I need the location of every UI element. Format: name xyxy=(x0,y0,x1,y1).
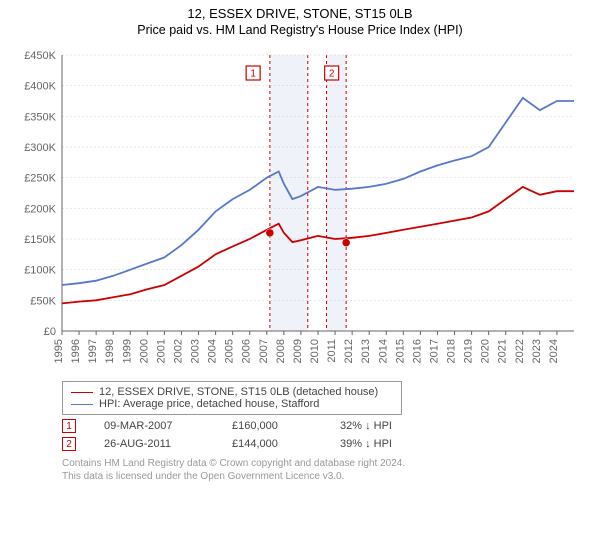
svg-text:2010: 2010 xyxy=(309,339,321,363)
svg-text:2009: 2009 xyxy=(292,339,304,363)
sale-date: 09-MAR-2007 xyxy=(104,420,204,432)
svg-text:2018: 2018 xyxy=(446,339,458,363)
footer-line-1: Contains HM Land Registry data © Crown c… xyxy=(62,457,578,470)
page-title: 12, ESSEX DRIVE, STONE, ST15 0LB xyxy=(10,6,590,21)
svg-text:2011: 2011 xyxy=(326,339,338,363)
svg-text:2021: 2021 xyxy=(497,339,509,363)
svg-text:2007: 2007 xyxy=(258,339,270,363)
svg-text:2002: 2002 xyxy=(172,339,184,363)
svg-text:£450K: £450K xyxy=(24,50,56,62)
legend-item: HPI: Average price, detached house, Staf… xyxy=(71,398,393,410)
legend-item: 12, ESSEX DRIVE, STONE, ST15 0LB (detach… xyxy=(71,386,393,398)
svg-text:2014: 2014 xyxy=(377,339,389,363)
svg-text:1997: 1997 xyxy=(87,339,99,363)
svg-text:2015: 2015 xyxy=(394,339,406,363)
svg-text:£150K: £150K xyxy=(24,234,56,246)
svg-text:2: 2 xyxy=(329,69,335,80)
svg-text:1996: 1996 xyxy=(70,339,82,363)
svg-text:2000: 2000 xyxy=(138,339,150,363)
legend-swatch xyxy=(71,404,93,405)
sale-marker: 1 xyxy=(62,419,76,433)
legend-label: HPI: Average price, detached house, Staf… xyxy=(99,398,319,410)
svg-text:2012: 2012 xyxy=(343,339,355,363)
sales-table: 1 09-MAR-2007 £160,000 32% ↓ HPI 2 26-AUG-201… xyxy=(62,419,578,451)
series-hpi xyxy=(62,98,574,285)
line-chart: £0 £50K £100K £150K £200K £250K £300K £350K £400… xyxy=(10,45,590,375)
series-property xyxy=(62,187,574,304)
svg-text:2006: 2006 xyxy=(241,339,253,363)
sale-price: £144,000 xyxy=(232,438,312,450)
svg-text:2004: 2004 xyxy=(207,339,219,363)
svg-text:£300K: £300K xyxy=(24,142,56,154)
svg-text:2013: 2013 xyxy=(360,339,372,363)
svg-text:1995: 1995 xyxy=(53,339,65,363)
footer-attribution: Contains HM Land Registry data © Crown c… xyxy=(62,457,578,483)
chart-area: £0 £50K £100K £150K £200K £250K £300K £350K £400… xyxy=(10,45,590,375)
sale-row: 2 26-AUG-2011 £144,000 39% ↓ HPI xyxy=(62,437,578,451)
svg-text:£0: £0 xyxy=(44,326,56,338)
sale-delta: 39% ↓ HPI xyxy=(340,438,392,450)
legend-swatch xyxy=(71,392,93,393)
svg-text:1: 1 xyxy=(250,69,256,80)
sale-delta: 32% ↓ HPI xyxy=(340,420,392,432)
svg-text:£200K: £200K xyxy=(24,203,56,215)
sale-row: 1 09-MAR-2007 £160,000 32% ↓ HPI xyxy=(62,419,578,433)
svg-text:2019: 2019 xyxy=(463,339,475,363)
svg-text:2024: 2024 xyxy=(548,339,560,363)
svg-text:2023: 2023 xyxy=(531,339,543,363)
svg-text:2003: 2003 xyxy=(190,339,202,363)
svg-text:2016: 2016 xyxy=(411,339,423,363)
svg-text:1998: 1998 xyxy=(104,339,116,363)
sale-point xyxy=(342,239,350,247)
svg-text:£350K: £350K xyxy=(24,111,56,123)
svg-text:2022: 2022 xyxy=(514,339,526,363)
svg-text:£250K: £250K xyxy=(24,173,56,185)
legend-label: 12, ESSEX DRIVE, STONE, ST15 0LB (detach… xyxy=(99,386,378,398)
sale-price: £160,000 xyxy=(232,420,312,432)
svg-text:£400K: £400K xyxy=(24,81,56,93)
sale-marker: 2 xyxy=(62,437,76,451)
legend: 12, ESSEX DRIVE, STONE, ST15 0LB (detach… xyxy=(62,381,402,415)
svg-text:1999: 1999 xyxy=(121,339,133,363)
svg-text:2005: 2005 xyxy=(224,339,236,363)
svg-text:2020: 2020 xyxy=(480,339,492,363)
sale-point xyxy=(266,229,274,237)
svg-text:£50K: £50K xyxy=(30,295,56,307)
svg-text:£100K: £100K xyxy=(24,265,56,277)
sale-date: 26-AUG-2011 xyxy=(104,438,204,450)
page-subtitle: Price paid vs. HM Land Registry's House … xyxy=(10,23,590,37)
footer-line-2: This data is licensed under the Open Gov… xyxy=(62,470,578,483)
svg-text:2017: 2017 xyxy=(428,339,440,363)
svg-text:2001: 2001 xyxy=(155,339,167,363)
svg-text:2008: 2008 xyxy=(275,339,287,363)
